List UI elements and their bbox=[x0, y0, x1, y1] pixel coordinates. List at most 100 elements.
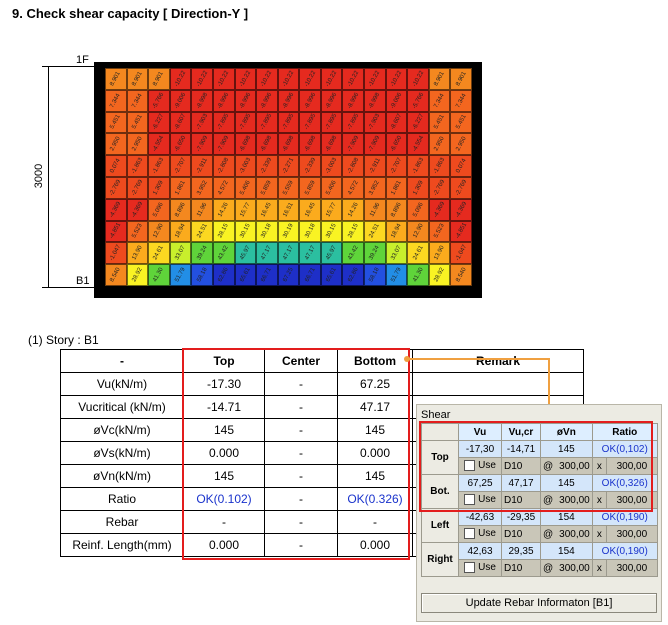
contour-value: -7.903 bbox=[368, 113, 382, 132]
dialog-col-ratio: Ratio bbox=[591, 423, 658, 441]
contour-value: -8.998 bbox=[368, 91, 382, 110]
x-symbol: x bbox=[591, 491, 608, 509]
contour-cell: -5.766 bbox=[148, 89, 170, 112]
contour-cell: -2.769 bbox=[105, 176, 127, 199]
contour-cell: 43.42 bbox=[212, 242, 235, 265]
dialog-row-label: Left bbox=[421, 508, 459, 543]
dialog-header-corner bbox=[421, 423, 459, 441]
dialog-phivn-value: 145 bbox=[540, 474, 593, 492]
contour-cell: 30.19 bbox=[277, 220, 300, 243]
use-checkbox[interactable] bbox=[464, 460, 476, 472]
row-bottom-value: 0.000 bbox=[337, 533, 413, 557]
dialog-rebar-size[interactable]: D10 bbox=[501, 525, 541, 543]
contour-cell: 24.61 bbox=[148, 242, 170, 265]
dialog-vucr-value: 47,17 bbox=[501, 474, 541, 492]
contour-value: -10.22 bbox=[368, 69, 382, 88]
contour-cell: 14.26 bbox=[212, 198, 235, 221]
contour-value: -10.22 bbox=[389, 69, 404, 88]
dialog-rebar-size[interactable]: D10 bbox=[501, 559, 541, 577]
use-checkbox-cell[interactable]: Use bbox=[458, 525, 502, 543]
contour-cell: 65.61 bbox=[234, 264, 257, 286]
row-center-value: - bbox=[264, 464, 338, 488]
contour-value: 1.309 bbox=[411, 179, 425, 196]
use-checkbox-cell[interactable]: Use bbox=[458, 559, 502, 577]
contour-value: 16.51 bbox=[282, 201, 295, 218]
contour-value: -7.903 bbox=[195, 113, 209, 132]
dialog-length-value[interactable]: 300,00 bbox=[606, 525, 658, 543]
contour-value: 28.92 bbox=[433, 267, 446, 284]
contour-value: -8.996 bbox=[238, 91, 252, 110]
contour-cell: -7.895 bbox=[212, 111, 235, 134]
use-checkbox[interactable] bbox=[464, 494, 476, 506]
dialog-rebar-size[interactable]: D10 bbox=[501, 457, 541, 475]
contour-cell: 5.406 bbox=[234, 176, 257, 199]
dialog-vu-value: -17,30 bbox=[458, 440, 502, 458]
dialog-value-row: Left -42,63 -29,35 154 OK(0,190) bbox=[421, 508, 658, 543]
contour-cell: -8.996 bbox=[320, 89, 343, 112]
contour-cell: 15.77 bbox=[234, 198, 257, 221]
contour-cell: 67.25 bbox=[277, 264, 300, 286]
contour-value: 24.61 bbox=[152, 245, 166, 262]
contour-cell: 18.94 bbox=[385, 220, 408, 243]
contour-value: 8.901 bbox=[131, 70, 144, 87]
contour-value: -4.851 bbox=[109, 222, 123, 241]
contour-cell: -7.895 bbox=[277, 111, 300, 134]
contour-value: -4.554 bbox=[152, 135, 166, 154]
contour-cell: 11.96 bbox=[364, 198, 386, 221]
dialog-spacing-field[interactable]: @300,00 bbox=[540, 457, 593, 475]
contour-value: -2.707 bbox=[389, 157, 404, 175]
contour-value: -7.909 bbox=[346, 135, 360, 154]
contour-value: -5.766 bbox=[152, 91, 166, 110]
dialog-vu-value: -42,63 bbox=[458, 508, 502, 526]
use-checkbox-cell[interactable]: Use bbox=[458, 457, 502, 475]
contour-cell: -4.369 bbox=[428, 198, 451, 221]
contour-value: 14.26 bbox=[347, 201, 360, 218]
row-center-value: - bbox=[264, 441, 338, 465]
dialog-length-value[interactable]: 300,00 bbox=[606, 559, 658, 577]
contour-cell: 24.51 bbox=[364, 220, 386, 243]
contour-value: 2.950 bbox=[455, 136, 468, 153]
contour-cell: -8.996 bbox=[277, 89, 300, 112]
use-label: Use bbox=[478, 528, 496, 540]
contour-value: -2.769 bbox=[432, 178, 447, 197]
contour-value: -8.996 bbox=[325, 91, 339, 110]
contour-cell: -7.909 bbox=[212, 133, 235, 156]
contour-cell: 7.344 bbox=[428, 89, 451, 112]
update-rebar-button[interactable]: Update Rebar Informaton [B1] bbox=[421, 593, 657, 613]
contour-cell: -9.006 bbox=[385, 89, 408, 112]
use-checkbox[interactable] bbox=[464, 562, 476, 574]
use-checkbox-cell[interactable]: Use bbox=[458, 491, 502, 509]
contour-value: 30.18 bbox=[303, 223, 317, 240]
contour-value: -8.998 bbox=[195, 91, 209, 110]
dialog-phivn-value: 154 bbox=[540, 542, 593, 560]
dialog-spacing-field[interactable]: @300,00 bbox=[540, 491, 593, 509]
contour-value: 28.92 bbox=[131, 267, 144, 284]
contour-cell: -2.808 bbox=[212, 155, 235, 177]
dialog-spacing-field[interactable]: @300,00 bbox=[540, 525, 593, 543]
contour-cell: 13.90 bbox=[428, 242, 451, 265]
contour-value: 28.15 bbox=[217, 223, 230, 240]
dialog-length-value[interactable]: 300,00 bbox=[606, 457, 658, 475]
contour-cell: 8.901 bbox=[126, 68, 149, 90]
contour-value: -10.22 bbox=[238, 69, 252, 88]
contour-value: 5.523 bbox=[433, 223, 446, 240]
contour-cell: -1.863 bbox=[126, 155, 149, 177]
contour-cell: -6.227 bbox=[407, 111, 429, 134]
contour-cell: 8.540 bbox=[105, 264, 127, 286]
contour-cell: 28.92 bbox=[126, 264, 149, 286]
dialog-rebar-size[interactable]: D10 bbox=[501, 491, 541, 509]
contour-value: 3.952 bbox=[195, 179, 209, 196]
contour-value: -2.911 bbox=[368, 157, 382, 175]
contour-cell: 7.344 bbox=[105, 89, 127, 112]
contour-value: -7.895 bbox=[238, 113, 252, 132]
row-bottom-value: 0.000 bbox=[337, 441, 413, 465]
contour-cell: -8.996 bbox=[234, 89, 257, 112]
use-checkbox[interactable] bbox=[464, 528, 476, 540]
dialog-length-value[interactable]: 300,00 bbox=[606, 491, 658, 509]
contour-cell: 12.90 bbox=[148, 220, 170, 243]
contour-value: 3.952 bbox=[368, 179, 382, 196]
dialog-vucr-value: -14,71 bbox=[501, 440, 541, 458]
header-center: Center bbox=[264, 349, 338, 373]
dialog-spacing-field[interactable]: @300,00 bbox=[540, 559, 593, 577]
contour-value: -10.22 bbox=[173, 69, 188, 88]
